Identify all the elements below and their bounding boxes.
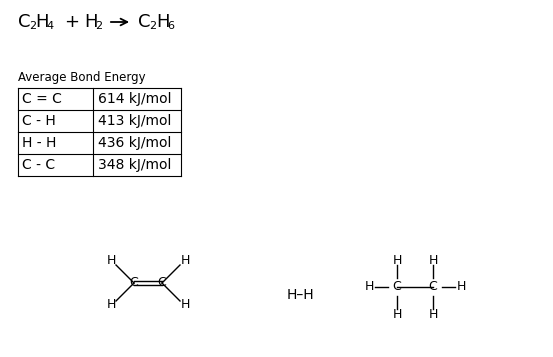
Text: C: C xyxy=(429,281,437,293)
Text: C: C xyxy=(18,13,30,31)
Text: H: H xyxy=(106,255,116,267)
Text: H: H xyxy=(35,13,49,31)
Text: 436 kJ/mol: 436 kJ/mol xyxy=(98,136,171,150)
Text: H: H xyxy=(364,281,374,293)
Text: C: C xyxy=(129,277,138,290)
Text: 6: 6 xyxy=(167,21,174,31)
Text: C - C: C - C xyxy=(22,158,55,172)
Text: H: H xyxy=(180,255,190,267)
Text: H: H xyxy=(106,298,116,312)
Text: C = C: C = C xyxy=(22,92,62,106)
Text: 348 kJ/mol: 348 kJ/mol xyxy=(98,158,171,172)
Text: 614 kJ/mol: 614 kJ/mol xyxy=(98,92,171,106)
Text: Average Bond Energy: Average Bond Energy xyxy=(18,71,145,85)
Text: H: H xyxy=(156,13,170,31)
Text: H: H xyxy=(392,253,401,266)
Text: 413 kJ/mol: 413 kJ/mol xyxy=(98,114,171,128)
Text: H: H xyxy=(456,281,466,293)
Text: C: C xyxy=(158,277,166,290)
Text: 2: 2 xyxy=(149,21,156,31)
Text: C: C xyxy=(393,281,401,293)
Text: H: H xyxy=(180,298,190,312)
Text: H–H: H–H xyxy=(286,288,314,302)
Text: 2: 2 xyxy=(29,21,36,31)
Text: H: H xyxy=(392,307,401,321)
Text: 4: 4 xyxy=(46,21,53,31)
Text: C - H: C - H xyxy=(22,114,56,128)
Text: C: C xyxy=(138,13,150,31)
Text: H: H xyxy=(429,253,437,266)
Text: H: H xyxy=(84,13,97,31)
Text: H - H: H - H xyxy=(22,136,56,150)
Text: 2: 2 xyxy=(95,21,102,31)
Text: +: + xyxy=(64,13,79,31)
Text: H: H xyxy=(429,307,437,321)
